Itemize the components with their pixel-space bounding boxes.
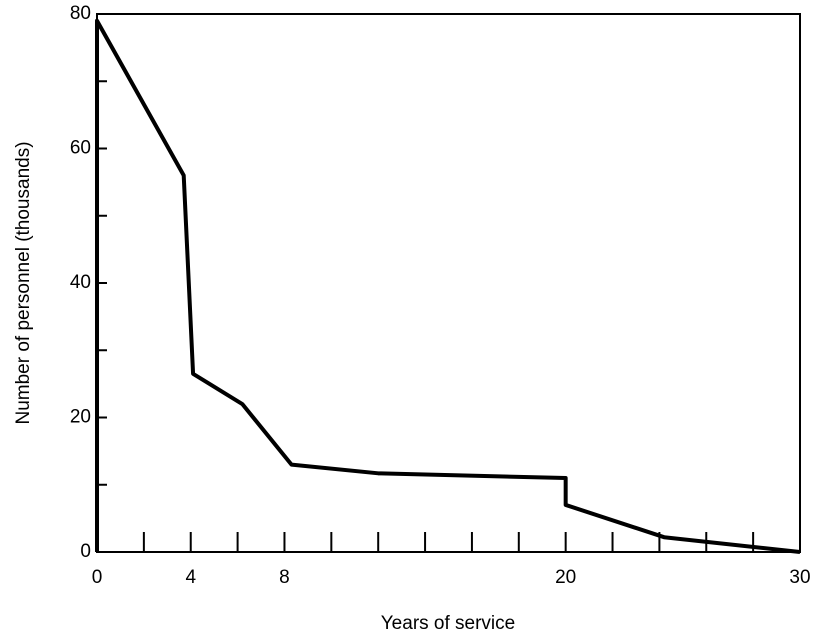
x-tick-label: 0: [92, 567, 103, 588]
y-tick-label: 80: [70, 3, 91, 24]
y-tick-label: 60: [70, 138, 91, 159]
y-tick-label: 40: [70, 272, 91, 293]
y-tick-label: 20: [70, 407, 91, 428]
y-tick-label: 0: [80, 541, 91, 562]
x-tick-label: 4: [185, 567, 196, 588]
y-axis-label: Number of personnel (thousands): [13, 141, 34, 424]
x-tick-label: 30: [789, 567, 810, 588]
line-series: [95, 18, 801, 554]
x-tick-label: 20: [555, 567, 576, 588]
x-axis-label: Years of service: [381, 613, 515, 634]
x-tick-label: 8: [279, 567, 290, 588]
plot-frame: [96, 13, 801, 553]
